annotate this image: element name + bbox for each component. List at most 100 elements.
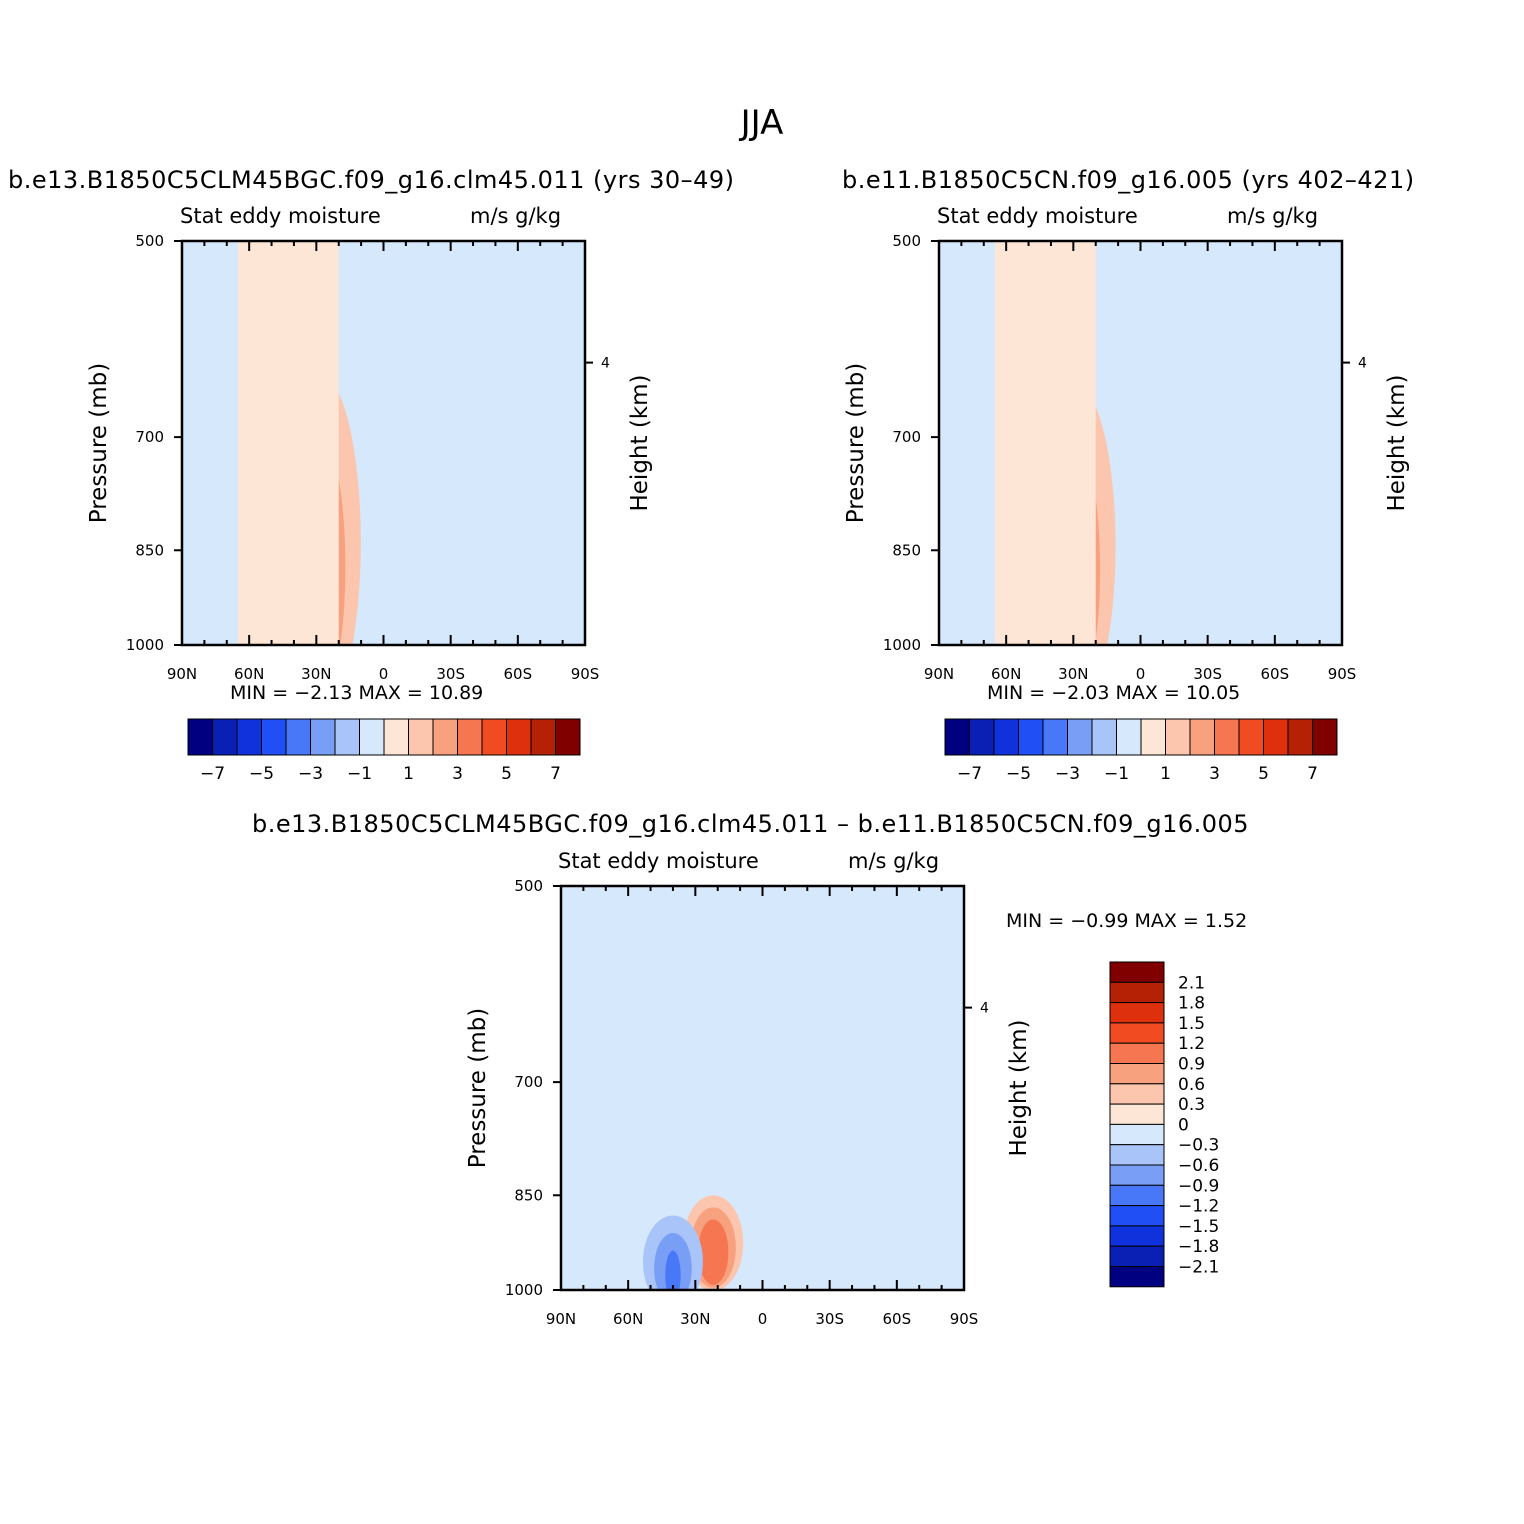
y-tick-label: 850 bbox=[135, 541, 164, 559]
colorbar-box bbox=[1109, 1205, 1165, 1227]
colorbar-box bbox=[1109, 1164, 1165, 1186]
colorbar-box bbox=[383, 718, 409, 756]
colorbar-label: −3 bbox=[298, 764, 323, 784]
colorbar-box bbox=[1287, 718, 1313, 756]
x-tick-label: 30N bbox=[1058, 665, 1088, 683]
colorbar-label: −0.3 bbox=[1178, 1136, 1219, 1156]
colorbar-box bbox=[1109, 1225, 1165, 1247]
colorbar-box bbox=[555, 718, 581, 756]
colorbar-box bbox=[969, 718, 995, 756]
x-tick-label: 60S bbox=[504, 665, 533, 683]
y-axis-label: Pressure (mb) bbox=[843, 363, 869, 523]
weak-positive-column bbox=[237, 241, 339, 645]
y-tick-label: 500 bbox=[892, 232, 921, 250]
contour-field bbox=[561, 886, 964, 1290]
contour-band bbox=[705, 1231, 721, 1283]
colorbar-label: −1.2 bbox=[1178, 1197, 1219, 1217]
colorbar-label: 7 bbox=[550, 764, 561, 784]
x-tick-label: 0 bbox=[758, 1310, 768, 1328]
weak-positive-column bbox=[994, 241, 1096, 645]
x-tick-label: 30S bbox=[436, 665, 465, 683]
colorbar-box bbox=[1109, 1144, 1165, 1166]
y-right-tick-label: 4 bbox=[1358, 356, 1367, 372]
colorbar-box bbox=[285, 718, 311, 756]
panel-1-minmax: MIN = −2.13 MAX = 10.89 bbox=[230, 682, 484, 704]
colorbar-label: −0.9 bbox=[1178, 1176, 1219, 1196]
panel-2: 90N 60N 30N 0 30S 60S 90S 500 700 850 1000 4 Pressur… bbox=[843, 232, 1410, 784]
colorbar-box bbox=[432, 718, 458, 756]
colorbar-box bbox=[1109, 1123, 1165, 1146]
panel-3-left-title: Stat eddy moisture bbox=[558, 849, 759, 873]
colorbar-box bbox=[1109, 1083, 1165, 1105]
y-axis-right-label: Height (km) bbox=[1384, 374, 1410, 511]
panel-1-left-title: Stat eddy moisture bbox=[180, 204, 381, 228]
x-tick-label: 0 bbox=[379, 665, 389, 683]
x-tick-label: 90S bbox=[571, 665, 600, 683]
colorbar-label: 0.6 bbox=[1178, 1075, 1205, 1095]
colorbar-box bbox=[1067, 718, 1093, 756]
colorbar-label: −1.8 bbox=[1178, 1237, 1219, 1257]
y-tick-label: 700 bbox=[135, 428, 164, 446]
colorbar-box bbox=[1109, 1266, 1165, 1288]
colorbar-box bbox=[1109, 961, 1165, 983]
colorbar-box bbox=[1109, 1103, 1165, 1125]
colorbar-label: 0.3 bbox=[1178, 1095, 1205, 1115]
background-fill bbox=[561, 886, 964, 1290]
x-tick-label: 60N bbox=[613, 1310, 643, 1328]
y-axis-label: Pressure (mb) bbox=[86, 363, 112, 523]
colorbar-box bbox=[1109, 1002, 1165, 1024]
colorbar-label: 0.9 bbox=[1178, 1055, 1205, 1075]
panel-3-case-title: b.e13.B1850C5CLM45BGC.f09_g16.clm45.011 … bbox=[252, 810, 1250, 838]
colorbar-label: −1 bbox=[347, 764, 372, 784]
colorbar-box bbox=[212, 718, 238, 756]
colorbar-label: −7 bbox=[957, 764, 982, 784]
colorbar-label: 2.1 bbox=[1178, 973, 1205, 993]
y-tick-label: 1000 bbox=[883, 636, 921, 654]
colorbar-box bbox=[334, 718, 360, 756]
colorbar-box bbox=[359, 718, 385, 756]
panel-3: 90N 60N 30N 0 30S 60S 90S 500 700 850 1000 4 Pressur… bbox=[465, 877, 1219, 1328]
colorbar-box bbox=[1018, 718, 1044, 756]
x-tick-label: 30S bbox=[1193, 665, 1222, 683]
panel-1-right-title: m/s g/kg bbox=[470, 204, 562, 228]
colorbar-box bbox=[1109, 1063, 1165, 1085]
colorbar-box bbox=[1109, 1245, 1165, 1267]
colorbar-label: 0 bbox=[1178, 1115, 1189, 1135]
panel-3-right-title: m/s g/kg bbox=[848, 849, 940, 873]
colorbar-label: 7 bbox=[1307, 764, 1318, 784]
colorbar-box bbox=[1042, 718, 1068, 756]
x-tick-label: 90N bbox=[546, 1310, 576, 1328]
y-axis-right-label: Height (km) bbox=[627, 374, 653, 511]
colorbar-box bbox=[481, 718, 507, 756]
x-tick-label: 30N bbox=[680, 1310, 710, 1328]
x-tick-label: 60S bbox=[1261, 665, 1290, 683]
y-tick-label: 850 bbox=[892, 541, 921, 559]
colorbar-box bbox=[187, 718, 213, 756]
colorbar-box bbox=[261, 718, 287, 756]
colorbar-box bbox=[530, 718, 556, 756]
x-tick-label: 90S bbox=[950, 1310, 979, 1328]
panel-1-case-title: b.e13.B1850C5CLM45BGC.f09_g16.clm45.011 … bbox=[8, 166, 735, 194]
colorbar-label: −5 bbox=[249, 764, 274, 784]
colorbar-label: 1.5 bbox=[1178, 1014, 1205, 1034]
colorbar: −7 −5 −3 −1 1 3 5 7 bbox=[944, 718, 1338, 784]
colorbar-box bbox=[1109, 1184, 1165, 1207]
panel-3-minmax: MIN = −0.99 MAX = 1.52 bbox=[1006, 910, 1248, 932]
x-tick-label: 0 bbox=[1136, 665, 1146, 683]
colorbar-label: −2.1 bbox=[1178, 1258, 1219, 1278]
colorbar-box bbox=[408, 718, 434, 756]
y-tick-label: 700 bbox=[892, 428, 921, 446]
x-tick-label: 90S bbox=[1328, 665, 1357, 683]
x-tick-label: 60N bbox=[234, 665, 264, 683]
panel-2-right-title: m/s g/kg bbox=[1227, 204, 1319, 228]
panel-2-left-title: Stat eddy moisture bbox=[937, 204, 1138, 228]
y-right-tick-label: 4 bbox=[980, 1001, 989, 1017]
colorbar-box bbox=[1116, 718, 1142, 756]
colorbar-box bbox=[1312, 718, 1338, 756]
x-tick-label: 30N bbox=[301, 665, 331, 683]
y-tick-label: 500 bbox=[135, 232, 164, 250]
panel-2-minmax: MIN = −2.03 MAX = 10.05 bbox=[987, 682, 1241, 704]
y-right-tick-label: 4 bbox=[601, 356, 610, 372]
y-tick-label: 500 bbox=[514, 877, 543, 895]
contour-field bbox=[182, 241, 585, 645]
